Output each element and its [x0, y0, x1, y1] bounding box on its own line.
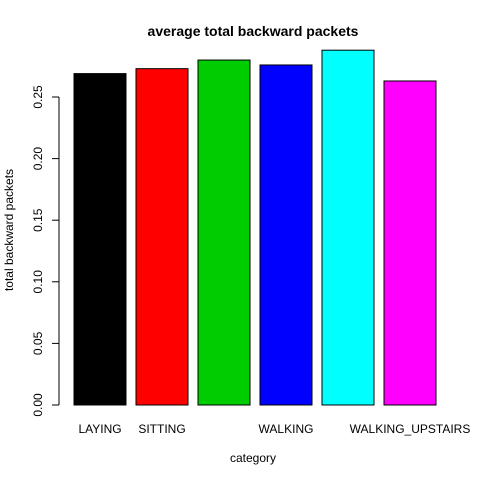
x-tick-label: SITTING [138, 422, 185, 436]
y-axis-ticks: 0.00 0.05 0.10 0.15 0.20 0.25 [31, 85, 59, 417]
bar [383, 80, 437, 406]
y-tick-label: 0.00 [31, 393, 45, 417]
x-axis-tick-labels: LAYING SITTING WALKING WALKING_UPSTAIRS [78, 422, 470, 436]
bar [197, 59, 251, 406]
x-tick-label: WALKING_UPSTAIRS [350, 422, 471, 436]
y-tick-label: 0.25 [31, 85, 45, 109]
y-tick-label: 0.05 [31, 331, 45, 355]
bar [259, 64, 313, 406]
x-tick-label: LAYING [78, 422, 121, 436]
bar [321, 49, 375, 406]
chart-title: average total backward packets [148, 23, 359, 39]
bar [135, 68, 189, 406]
y-tick-label: 0.15 [31, 208, 45, 232]
y-tick-label: 0.10 [31, 270, 45, 294]
y-tick-label: 0.20 [31, 147, 45, 171]
y-axis-label: total backward packets [2, 169, 16, 291]
x-axis-label: category [230, 451, 276, 465]
x-tick-label: WALKING [259, 422, 314, 436]
bar [73, 73, 127, 406]
bars [73, 49, 437, 406]
